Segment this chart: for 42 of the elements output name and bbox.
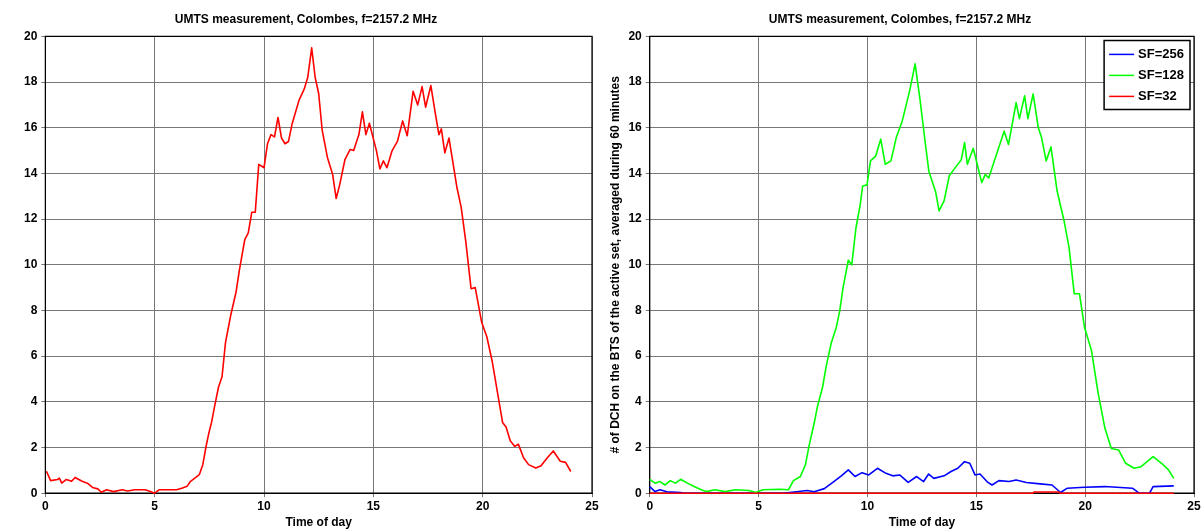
y-tick-label: 2 — [30, 439, 38, 454]
y-tick-label: 18 — [23, 74, 38, 89]
x-tick-label: 5 — [755, 498, 763, 513]
y-tick-label: 0 — [30, 485, 38, 500]
x-tick-label: 5 — [151, 498, 159, 513]
y-tick-label: 18 — [628, 74, 643, 89]
legend-label: SF=32 — [1138, 87, 1177, 103]
x-tick-label: 0 — [42, 498, 49, 513]
y-tick-label: 6 — [635, 348, 643, 363]
y-tick-label: 4 — [30, 394, 38, 409]
y-tick-label: 16 — [628, 120, 643, 135]
y-tick-label: 6 — [30, 348, 38, 363]
x-tick-label: 25 — [585, 498, 599, 513]
y-tick-label: 10 — [628, 257, 643, 272]
x-tick-label: 10 — [257, 498, 271, 513]
x-tick-label: 20 — [475, 498, 490, 513]
x-axis-title: Time of day — [888, 515, 956, 530]
y-tick-label: 10 — [23, 257, 38, 272]
y-tick-label: 16 — [23, 120, 38, 135]
y-tick-label: 2 — [635, 439, 643, 454]
x-axis-title: Time of day — [285, 515, 353, 530]
x-tick-label: 0 — [646, 498, 654, 513]
y-axis-title: # of DCH on the BTS of the active set, averaged during 60 minutes — [607, 75, 622, 454]
y-tick-label: 8 — [30, 302, 38, 317]
y-tick-label: 20 — [23, 28, 38, 43]
y-tick-label: 14 — [628, 165, 643, 180]
legend-label: SF=256 — [1138, 45, 1185, 61]
y-tick-label: 8 — [635, 302, 643, 317]
y-tick-label: 4 — [635, 394, 643, 409]
x-tick-label: 15 — [366, 498, 381, 513]
y-tick-label: 0 — [635, 485, 643, 500]
y-tick-label: 14 — [23, 165, 38, 180]
x-tick-label: 25 — [1187, 498, 1201, 513]
y-tick-label: 12 — [23, 211, 38, 226]
y-tick-label: 20 — [628, 28, 643, 43]
x-tick-label: 10 — [860, 498, 875, 513]
x-tick-label: 15 — [969, 498, 984, 513]
x-tick-label: 20 — [1078, 498, 1093, 513]
chart-title: UMTS measurement, Colombes, f=2157.2 MHz — [768, 11, 1032, 26]
legend-label: SF=128 — [1138, 66, 1185, 82]
y-tick-label: 12 — [628, 211, 643, 226]
chart-title: UMTS measurement, Colombes, f=2157.2 MHz — [174, 11, 438, 26]
